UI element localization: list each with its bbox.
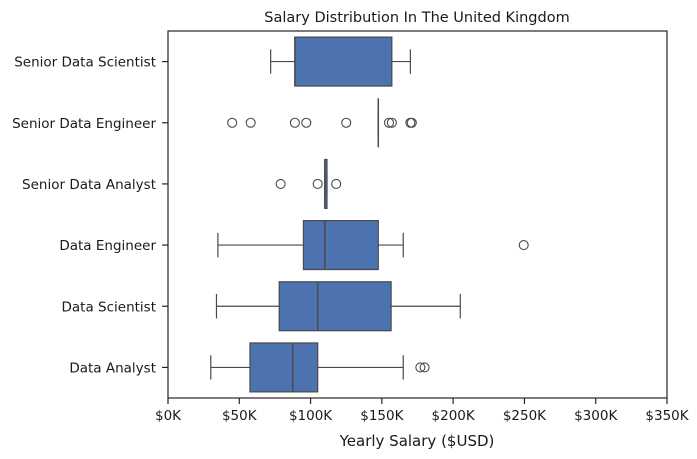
y-tick-label: Data Analyst [69,360,156,376]
box-iqr [302,220,379,271]
y-tick-label: Senior Data Scientist [14,55,156,71]
box-iqr [294,36,393,87]
x-axis: $0K $50K $100K $150K $200K $250K $300K $350K [155,398,690,424]
y-tick-label: Data Scientist [62,299,157,315]
box-group [275,158,342,209]
outlier-point [227,117,238,128]
x-tick-label: $150K [360,408,404,424]
y-axis: Senior Data Scientist Senior Data Enginee… [12,55,168,376]
chart-title: Salary Distribution In The United Kingdo… [264,10,569,26]
x-tick-label: $0K [155,408,182,424]
box-group [210,342,430,393]
x-tick-label: $300K [574,408,618,424]
boxes-layer [210,36,529,393]
y-tick-label: Senior Data Engineer [12,116,156,132]
outlier-point [275,178,286,189]
outlier-point [331,178,342,189]
box-group [270,36,411,87]
outlier-point [518,240,529,251]
outlier-point [383,117,395,128]
y-tick-label: Data Engineer [59,238,156,254]
x-tick-label: $50K [222,408,258,424]
outlier-point [386,117,397,128]
x-tick-label: $250K [503,408,547,424]
x-tick-label: $200K [432,408,476,424]
outlier-point [245,117,256,128]
outlier-point [289,117,300,128]
box-group [217,220,529,271]
box-iqr [249,342,319,393]
outlier-point [419,362,430,373]
outlier-point [301,117,312,128]
outlier-point [406,117,417,128]
outlier-point [312,178,323,189]
outlier-point [415,362,426,373]
box-iqr [278,281,392,332]
y-tick-label: Senior Data Analyst [22,177,156,193]
plot-frame [167,30,668,399]
outlier-point [341,117,352,128]
box-group [227,98,417,148]
x-tick-label: $350K [645,408,689,424]
x-tick-label: $100K [289,408,333,424]
box-group [215,281,461,332]
x-axis-title: Yearly Salary ($USD) [339,432,495,450]
